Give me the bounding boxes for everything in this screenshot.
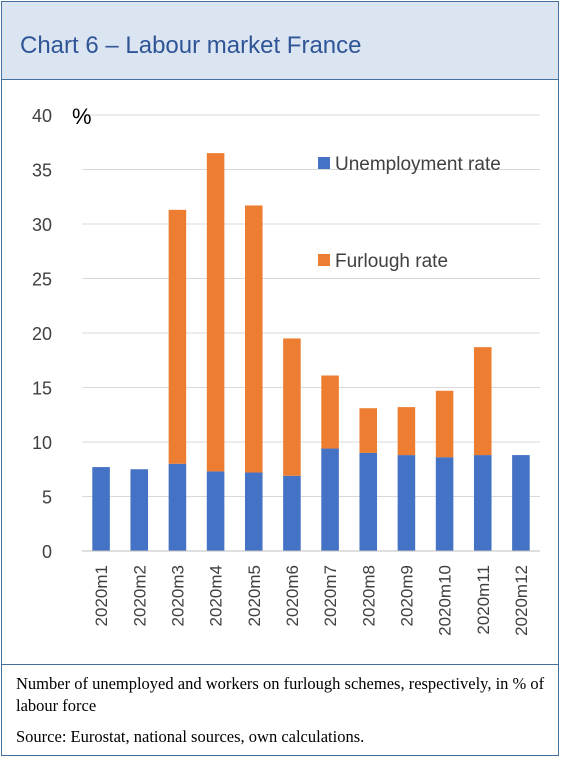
bar-unemployment-rate — [512, 455, 530, 551]
x-tick-label: 2020m3 — [168, 565, 187, 626]
y-axis-ticks: 0 5 10 15 20 25 30 35 40 — [32, 106, 52, 562]
bar-furlough-rate — [359, 408, 378, 453]
legend: Unemployment rate Furlough rate — [318, 154, 501, 272]
bar-furlough-rate — [435, 390, 454, 458]
y-tick-label: 40 — [32, 106, 52, 126]
bar-unemployment-rate — [168, 463, 187, 551]
bar-unemployment-rate — [473, 455, 492, 551]
x-tick-label: 2020m8 — [359, 565, 378, 626]
bar-unemployment-rate — [283, 475, 301, 551]
x-tick-label: 2020m2 — [130, 565, 149, 626]
bar-furlough-rate — [397, 407, 416, 456]
y-tick-label: 25 — [32, 270, 52, 290]
x-tick-label: 2020m10 — [436, 565, 455, 636]
y-tick-label: 0 — [42, 542, 52, 562]
x-tick-label: 2020m1 — [92, 565, 111, 626]
legend-swatch — [318, 157, 330, 169]
legend-label: Unemployment rate — [335, 154, 501, 175]
x-tick-label: 2020m6 — [283, 565, 302, 626]
bar-unemployment-rate — [206, 471, 225, 551]
chart-header: Chart 6 – Labour market France — [2, 2, 558, 80]
bar-furlough-rate — [283, 338, 301, 476]
bar-unemployment-rate — [244, 472, 263, 551]
chart-footer: Number of unemployed and workers on furl… — [2, 664, 558, 755]
bar-unemployment-rate — [359, 452, 378, 551]
y-tick-label: 15 — [32, 379, 52, 399]
y-tick-label: 10 — [32, 433, 52, 453]
chart-source: Source: Eurostat, national sources, own … — [16, 727, 365, 746]
bar-unemployment-rate — [397, 455, 416, 551]
y-tick-label: 5 — [42, 488, 52, 508]
y-axis-unit: % — [72, 104, 92, 129]
bar-furlough-rate — [168, 209, 187, 464]
chart-area: 0 5 10 15 20 25 30 35 40 % 2020m1 2020m2 2020m3 202… — [12, 88, 550, 660]
bar-furlough-rate — [206, 153, 225, 472]
x-tick-label: 2020m5 — [245, 565, 264, 626]
bar-unemployment-rate — [130, 469, 149, 551]
gridlines — [82, 114, 540, 497]
bar-furlough-rate — [321, 375, 339, 449]
x-tick-label: 2020m7 — [321, 565, 340, 626]
x-tick-label: 2020m4 — [207, 565, 226, 626]
y-tick-label: 35 — [32, 161, 52, 181]
bars — [92, 153, 530, 551]
legend-label: Furlough rate — [335, 251, 448, 272]
chart-note: Number of unemployed and workers on furl… — [16, 674, 545, 715]
x-tick-label: 2020m12 — [512, 565, 531, 636]
x-tick-label: 2020m9 — [397, 565, 416, 626]
bar-furlough-rate — [473, 347, 492, 456]
y-tick-label: 20 — [32, 324, 52, 344]
x-axis-ticks: 2020m1 2020m2 2020m3 2020m4 2020m5 2020m6 2020… — [92, 565, 531, 636]
y-tick-label: 30 — [32, 215, 52, 235]
x-tick-label: 2020m11 — [474, 565, 493, 635]
chart-title: Chart 6 – Labour market France — [20, 32, 362, 59]
bar-unemployment-rate — [321, 448, 339, 551]
bar-furlough-rate — [244, 205, 263, 473]
bar-unemployment-rate — [435, 457, 454, 551]
bar-unemployment-rate — [92, 467, 110, 551]
legend-swatch — [318, 254, 330, 266]
